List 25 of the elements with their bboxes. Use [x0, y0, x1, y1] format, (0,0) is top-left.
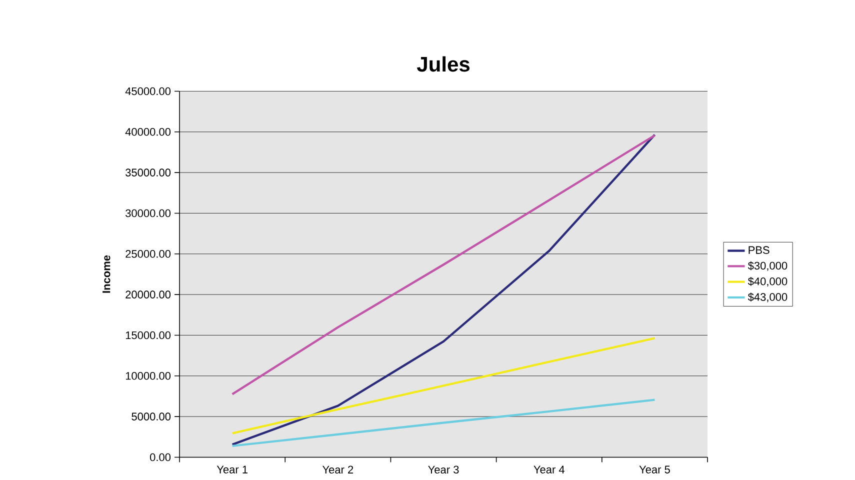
legend-label: $30,000	[748, 261, 788, 271]
legend-label: PBS	[748, 246, 770, 254]
y-tick-label: 45000.00	[125, 87, 171, 96]
y-tick-label: 5000.00	[132, 412, 171, 420]
y-axis-title: Income	[102, 255, 110, 293]
y-tick-label: 35000.00	[126, 168, 171, 176]
y-tick-label: 10000.00	[126, 372, 171, 380]
line-series	[231, 398, 656, 448]
y-tick-label: 15000.00	[126, 331, 171, 340]
x-tick-label: Year 3	[428, 466, 459, 474]
line-series	[231, 134, 656, 446]
line-series	[231, 337, 656, 434]
y-tick-label: 0.00	[150, 453, 171, 462]
y-tick-label: 25000.00	[126, 250, 171, 258]
y-tick-label: 20000.00	[126, 290, 171, 298]
legend-label: $40,000	[748, 277, 788, 287]
x-tick-label: Year 4	[534, 466, 564, 474]
y-tick-label: 40000.00	[125, 128, 171, 136]
line-series	[231, 134, 656, 396]
x-tick-label: Year 1	[216, 466, 248, 474]
x-tick-label: Year 2	[322, 466, 354, 474]
chart-title: Jules	[416, 56, 470, 72]
x-tick-label: Year 5	[639, 466, 670, 474]
legend-label: $43,000	[748, 292, 788, 302]
y-tick-label: 30000.00	[126, 209, 171, 218]
